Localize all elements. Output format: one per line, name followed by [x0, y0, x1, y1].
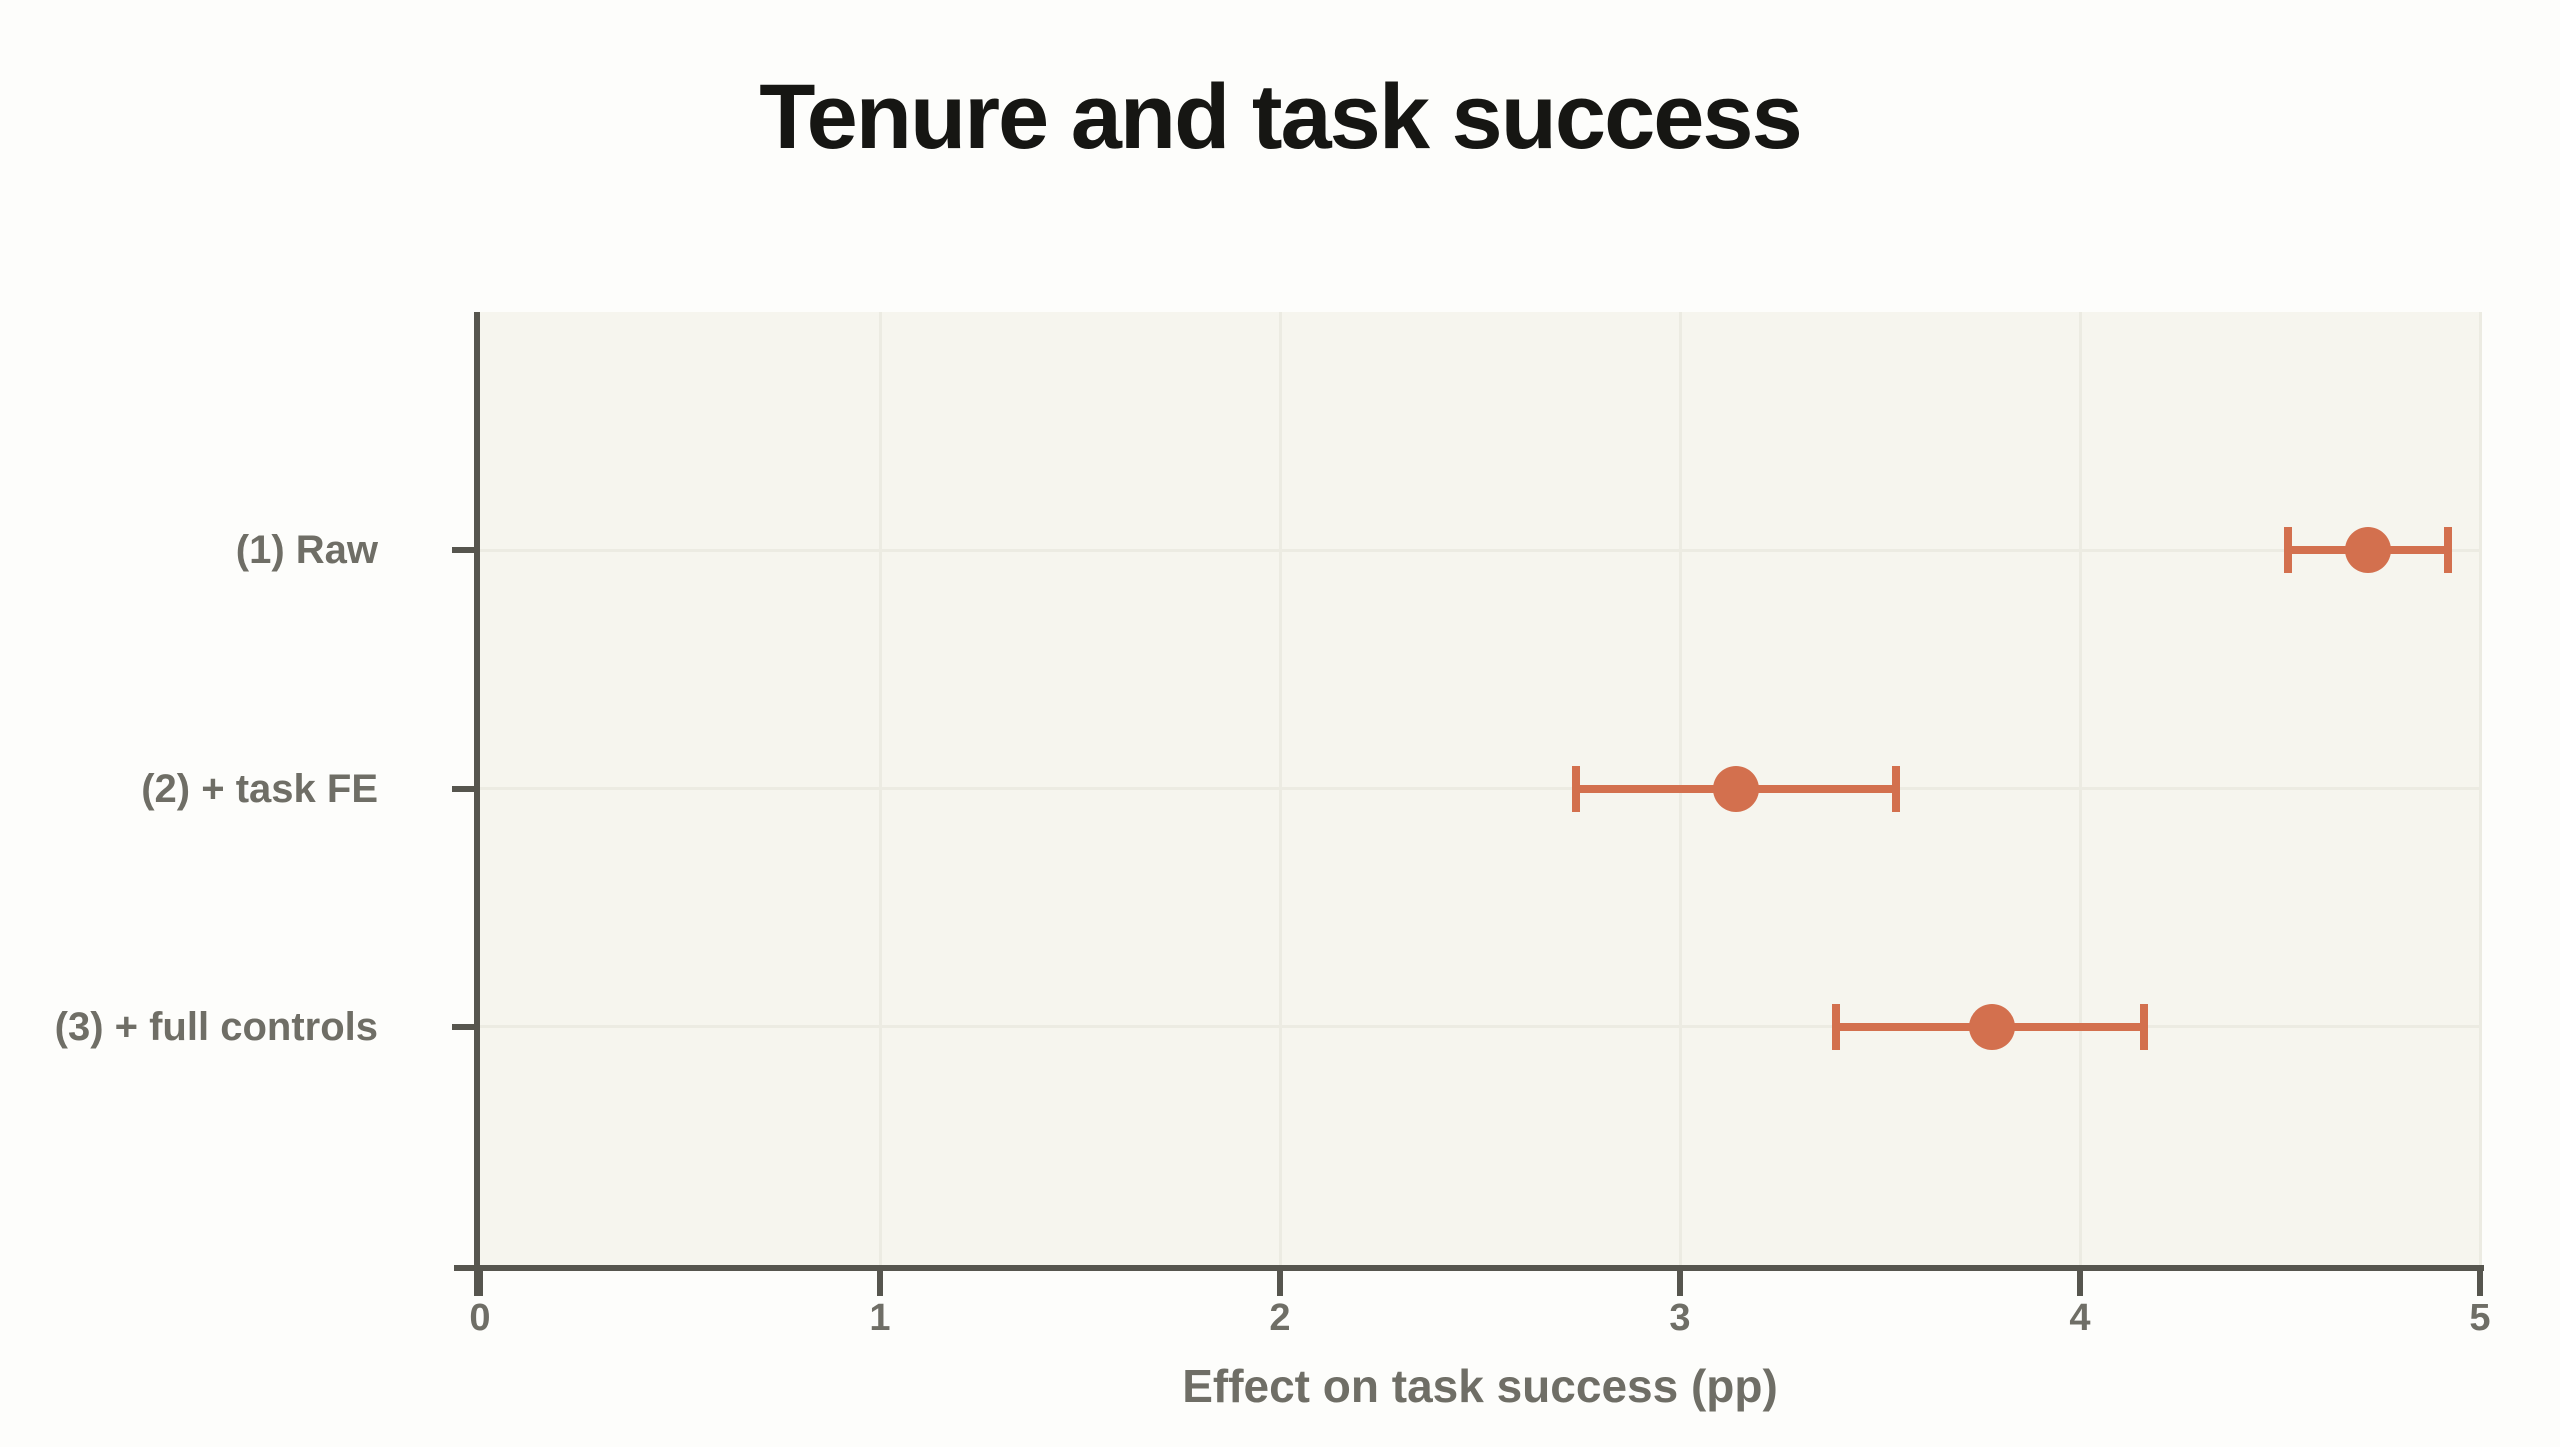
x-axis-tick-label: 3 — [1669, 1297, 1691, 1339]
x-axis-title: Effect on task success (pp) — [1182, 1360, 1778, 1412]
y-axis-tick — [452, 547, 480, 554]
x-axis-tick-label: 1 — [869, 1297, 891, 1339]
point-estimate-dot — [2345, 527, 2391, 574]
gridline-horizontal — [480, 1025, 2480, 1029]
row-label: (1) Raw — [235, 528, 378, 573]
gridline-horizontal — [480, 787, 2480, 790]
gridline-vertical — [2478, 312, 2482, 1265]
point-estimate-dot — [1969, 1003, 2015, 1050]
x-axis-line — [454, 1265, 2484, 1271]
confidence-interval-cap-low — [2284, 527, 2292, 574]
x-axis-tick — [877, 1265, 883, 1296]
y-axis-line — [474, 312, 480, 1296]
x-axis-tick-label: 0 — [469, 1297, 491, 1339]
x-axis-tick-label: 5 — [2469, 1297, 2491, 1339]
confidence-interval-cap-low — [1832, 1003, 1840, 1050]
chart-title: Tenure and task success — [759, 66, 1802, 168]
row-label: (3) + full controls — [54, 1004, 378, 1049]
row-label: (2) + task FE — [141, 766, 378, 811]
confidence-interval-cap-high — [1892, 765, 1900, 812]
x-axis-tick — [2477, 1265, 2483, 1296]
y-axis-tick — [452, 785, 480, 792]
confidence-interval-cap-high — [2444, 527, 2452, 574]
x-axis-tick-label: 2 — [1269, 1297, 1291, 1339]
gridline-horizontal — [480, 548, 2480, 552]
y-axis-tick — [452, 1023, 480, 1030]
x-axis-tick-label: 4 — [2069, 1297, 2091, 1339]
x-axis-tick — [1277, 1265, 1283, 1296]
x-axis-tick — [2077, 1265, 2083, 1296]
confidence-interval-cap-low — [1572, 765, 1580, 812]
x-axis-tick — [1677, 1265, 1683, 1296]
x-axis-tick — [477, 1265, 483, 1296]
point-estimate-dot — [1713, 765, 1759, 812]
confidence-interval-cap-high — [2140, 1003, 2148, 1050]
